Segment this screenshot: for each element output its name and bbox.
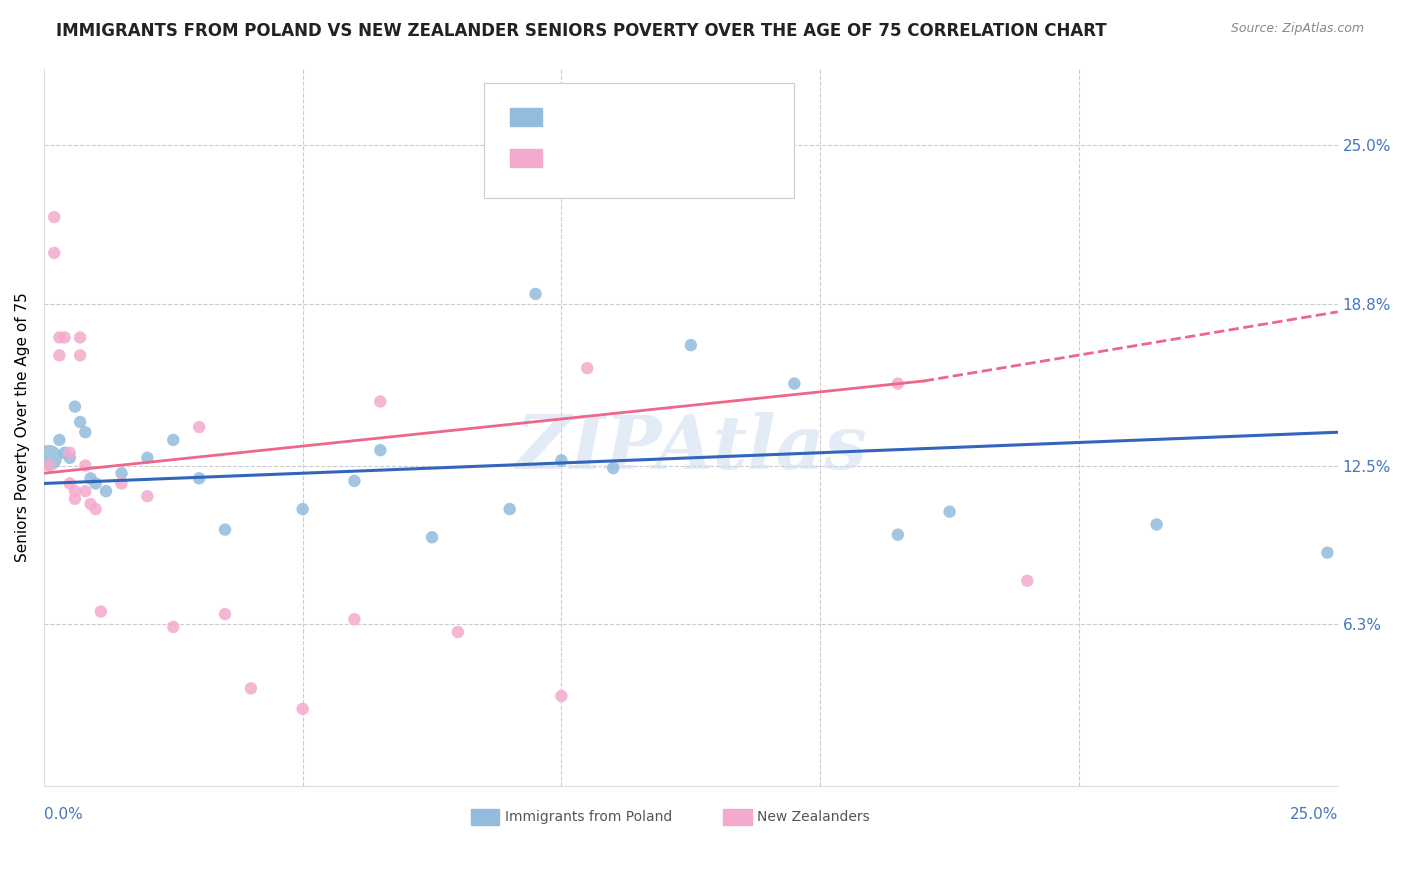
Point bbox=[343, 612, 366, 626]
Point bbox=[938, 505, 960, 519]
Point bbox=[48, 433, 70, 447]
Point bbox=[110, 476, 132, 491]
Point bbox=[550, 689, 572, 703]
Point bbox=[38, 458, 60, 473]
FancyBboxPatch shape bbox=[471, 809, 499, 825]
Text: IMMIGRANTS FROM POLAND VS NEW ZEALANDER SENIORS POVERTY OVER THE AGE OF 75 CORRE: IMMIGRANTS FROM POLAND VS NEW ZEALANDER … bbox=[56, 22, 1107, 40]
Point bbox=[63, 491, 86, 506]
Text: N =: N = bbox=[661, 150, 695, 165]
Point bbox=[90, 605, 112, 619]
FancyBboxPatch shape bbox=[484, 83, 794, 198]
Point bbox=[343, 474, 366, 488]
Text: 0.130: 0.130 bbox=[588, 150, 631, 165]
Point bbox=[214, 607, 236, 621]
Text: New Zealanders: New Zealanders bbox=[756, 810, 869, 824]
Text: 0.0%: 0.0% bbox=[44, 807, 83, 822]
Y-axis label: Seniors Poverty Over the Age of 75: Seniors Poverty Over the Age of 75 bbox=[15, 293, 30, 562]
Point bbox=[69, 415, 91, 429]
Point bbox=[368, 443, 391, 458]
Point bbox=[162, 620, 184, 634]
Point bbox=[44, 210, 66, 224]
Point bbox=[63, 484, 86, 499]
Point bbox=[48, 330, 70, 344]
Point bbox=[59, 450, 82, 465]
Text: ZIPAtlas: ZIPAtlas bbox=[515, 412, 866, 485]
Point bbox=[214, 523, 236, 537]
Point bbox=[69, 330, 91, 344]
Point bbox=[550, 453, 572, 467]
Point bbox=[1316, 546, 1339, 560]
Point bbox=[188, 471, 211, 485]
Point bbox=[447, 625, 470, 640]
Point bbox=[38, 450, 60, 465]
Point bbox=[75, 458, 97, 473]
Point bbox=[499, 502, 522, 516]
Text: Source: ZipAtlas.com: Source: ZipAtlas.com bbox=[1230, 22, 1364, 36]
Point bbox=[84, 476, 107, 491]
Point bbox=[420, 530, 443, 544]
FancyBboxPatch shape bbox=[723, 809, 752, 825]
Text: R =: R = bbox=[551, 150, 585, 165]
Point bbox=[1017, 574, 1039, 588]
Point bbox=[368, 394, 391, 409]
Point bbox=[75, 425, 97, 440]
Point bbox=[679, 338, 702, 352]
Point bbox=[59, 446, 82, 460]
Point bbox=[110, 467, 132, 481]
Point bbox=[576, 361, 599, 376]
Point bbox=[59, 476, 82, 491]
Point bbox=[188, 420, 211, 434]
Point bbox=[84, 502, 107, 516]
Text: 0.156: 0.156 bbox=[588, 109, 631, 124]
Text: Immigrants from Poland: Immigrants from Poland bbox=[505, 810, 672, 824]
FancyBboxPatch shape bbox=[510, 108, 543, 126]
Point bbox=[69, 348, 91, 362]
Point bbox=[162, 433, 184, 447]
Point bbox=[887, 376, 910, 391]
Point bbox=[1146, 517, 1168, 532]
Text: 31: 31 bbox=[696, 150, 717, 165]
Point bbox=[239, 681, 262, 696]
Point bbox=[44, 246, 66, 260]
Point bbox=[136, 450, 159, 465]
Point bbox=[783, 376, 806, 391]
Point bbox=[53, 330, 76, 344]
Point bbox=[887, 527, 910, 541]
Text: N =: N = bbox=[661, 109, 695, 124]
Point bbox=[136, 489, 159, 503]
Point bbox=[94, 484, 117, 499]
Point bbox=[53, 446, 76, 460]
Point bbox=[291, 502, 314, 516]
Text: R =: R = bbox=[551, 109, 585, 124]
Point bbox=[602, 461, 624, 475]
Point bbox=[48, 348, 70, 362]
Point bbox=[75, 484, 97, 499]
Text: 29: 29 bbox=[696, 109, 717, 124]
Point bbox=[63, 400, 86, 414]
FancyBboxPatch shape bbox=[510, 149, 543, 167]
Text: 25.0%: 25.0% bbox=[1289, 807, 1337, 822]
Point bbox=[291, 702, 314, 716]
Point bbox=[79, 471, 101, 485]
Point bbox=[79, 497, 101, 511]
Point bbox=[524, 287, 547, 301]
